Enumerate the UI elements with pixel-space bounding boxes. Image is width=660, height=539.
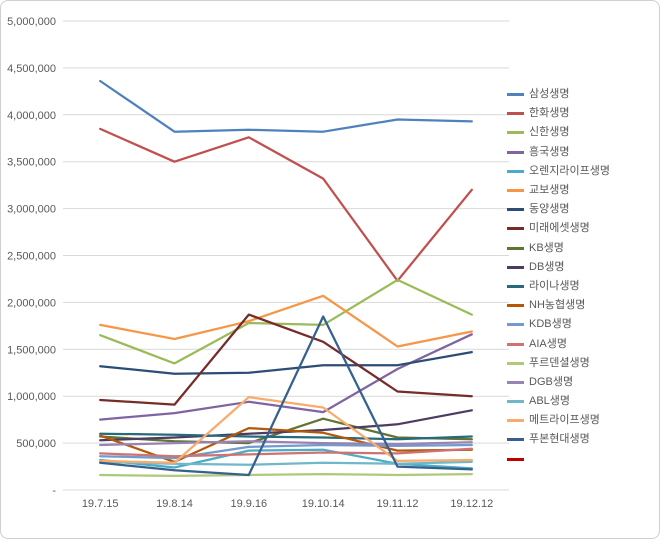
legend-swatch bbox=[507, 169, 524, 173]
y-axis-tick-label: 5,000,000 bbox=[7, 16, 56, 28]
series-line bbox=[99, 79, 473, 133]
y-axis-tick-label: 1,500,000 bbox=[7, 344, 56, 356]
legend-item: 라이나생명 bbox=[507, 277, 655, 296]
legend-swatch bbox=[507, 284, 524, 288]
legend-item: 흥국생명 bbox=[507, 143, 655, 162]
legend-swatch bbox=[507, 265, 524, 269]
legend-swatch bbox=[507, 246, 524, 250]
legend-swatch bbox=[507, 342, 524, 346]
legend-item: 메트라이프생명 bbox=[507, 411, 655, 430]
series-line bbox=[99, 278, 473, 365]
legend-swatch bbox=[507, 361, 524, 365]
legend-label: 오렌지라이프생명 bbox=[529, 164, 610, 177]
legend-swatch bbox=[507, 93, 524, 97]
y-axis-tick-label: - bbox=[52, 485, 56, 497]
legend-swatch bbox=[507, 380, 524, 384]
legend-item: 삼성생명 bbox=[507, 85, 655, 104]
legend-swatch bbox=[507, 208, 524, 212]
legend-label: 메트라이프생명 bbox=[529, 414, 600, 427]
legend-item: 한화생명 bbox=[507, 104, 655, 123]
legend-item: 동양생명 bbox=[507, 200, 655, 219]
series-line bbox=[99, 447, 473, 458]
legend-label: ABL생명 bbox=[529, 395, 571, 408]
series-line bbox=[99, 395, 473, 464]
legend-swatch bbox=[507, 227, 524, 231]
legend-label: 흥국생명 bbox=[529, 145, 570, 158]
legend-swatch bbox=[507, 419, 524, 423]
legend-swatch bbox=[507, 304, 524, 308]
legend-item: KB생명 bbox=[507, 239, 655, 258]
x-axis-tick-label: 19.10.14 bbox=[302, 498, 345, 510]
series-line bbox=[99, 443, 473, 460]
legend-label: 한화생명 bbox=[529, 107, 570, 120]
y-axis-tick-label: 3,500,000 bbox=[7, 157, 56, 169]
series-line bbox=[99, 440, 473, 447]
legend-label: KDB생명 bbox=[529, 318, 572, 331]
legend-label: 미래에셋생명 bbox=[529, 222, 590, 235]
legend-label: 교보생명 bbox=[529, 184, 570, 197]
legend-item: ABL생명 bbox=[507, 392, 655, 411]
legend-swatch bbox=[507, 131, 524, 135]
legend-item: 오렌지라이프생명 bbox=[507, 162, 655, 181]
series-line bbox=[99, 409, 473, 442]
y-axis-tick-label: 500,000 bbox=[16, 438, 56, 450]
series-line bbox=[99, 127, 473, 282]
legend-label: 푸본현대생명 bbox=[529, 433, 590, 446]
legend-swatch bbox=[507, 457, 524, 461]
legend-item: 미래에셋생명 bbox=[507, 219, 655, 238]
legend-swatch bbox=[507, 323, 524, 327]
legend-item: 푸르덴셜생명 bbox=[507, 354, 655, 373]
series-line bbox=[99, 333, 473, 421]
legend-label: 신한생명 bbox=[529, 126, 570, 139]
series-line bbox=[99, 432, 473, 441]
series-line bbox=[99, 350, 473, 375]
legend-item: 푸본현대생명 bbox=[507, 430, 655, 449]
legend-swatch bbox=[507, 112, 524, 116]
y-axis-tick-label: 3,000,000 bbox=[7, 204, 56, 216]
legend-item: 신한생명 bbox=[507, 123, 655, 142]
x-axis-tick-label: 19.8.14 bbox=[156, 498, 193, 510]
series-line bbox=[99, 294, 473, 348]
legend-swatch bbox=[507, 150, 524, 154]
x-axis-tick-label: 19.11.12 bbox=[376, 498, 418, 510]
series-line bbox=[99, 313, 473, 406]
x-axis-tick-label: 19.9.16 bbox=[230, 498, 267, 510]
y-axis-tick-label: 4,000,000 bbox=[7, 110, 56, 122]
y-axis-tick-label: 4,500,000 bbox=[7, 63, 56, 75]
legend-label: KB생명 bbox=[529, 241, 564, 254]
legend-item: 교보생명 bbox=[507, 181, 655, 200]
legend-label: 라이나생명 bbox=[529, 279, 580, 292]
series-line bbox=[99, 315, 473, 477]
legend-swatch bbox=[507, 400, 524, 404]
legend-label: 동양생명 bbox=[529, 203, 570, 216]
series-line bbox=[99, 472, 473, 478]
legend-item: AIA생명 bbox=[507, 334, 655, 353]
legend-label: NH농협생명 bbox=[529, 299, 586, 312]
x-axis-tick-label: 19.12.12 bbox=[450, 498, 493, 510]
y-axis-tick-label: 2,000,000 bbox=[7, 297, 56, 309]
legend-item: DGB생명 bbox=[507, 373, 655, 392]
legend-label: DGB생명 bbox=[529, 375, 574, 388]
legend-swatch bbox=[507, 438, 524, 442]
legend-swatch bbox=[507, 189, 524, 193]
y-axis-tick-label: 2,500,000 bbox=[7, 251, 56, 263]
y-axis-tick-label: 1,000,000 bbox=[7, 391, 56, 403]
legend-label: 삼성생명 bbox=[529, 88, 570, 101]
legend-label: DB생명 bbox=[529, 260, 565, 273]
legend-item bbox=[507, 450, 655, 469]
legend-item: DB생명 bbox=[507, 258, 655, 277]
legend-item: KDB생명 bbox=[507, 315, 655, 334]
legend-label: AIA생명 bbox=[529, 337, 567, 350]
x-axis-tick-label: 19.7.15 bbox=[82, 498, 119, 510]
legend-label: 푸르덴셜생명 bbox=[529, 356, 590, 369]
legend-item: NH농협생명 bbox=[507, 296, 655, 315]
